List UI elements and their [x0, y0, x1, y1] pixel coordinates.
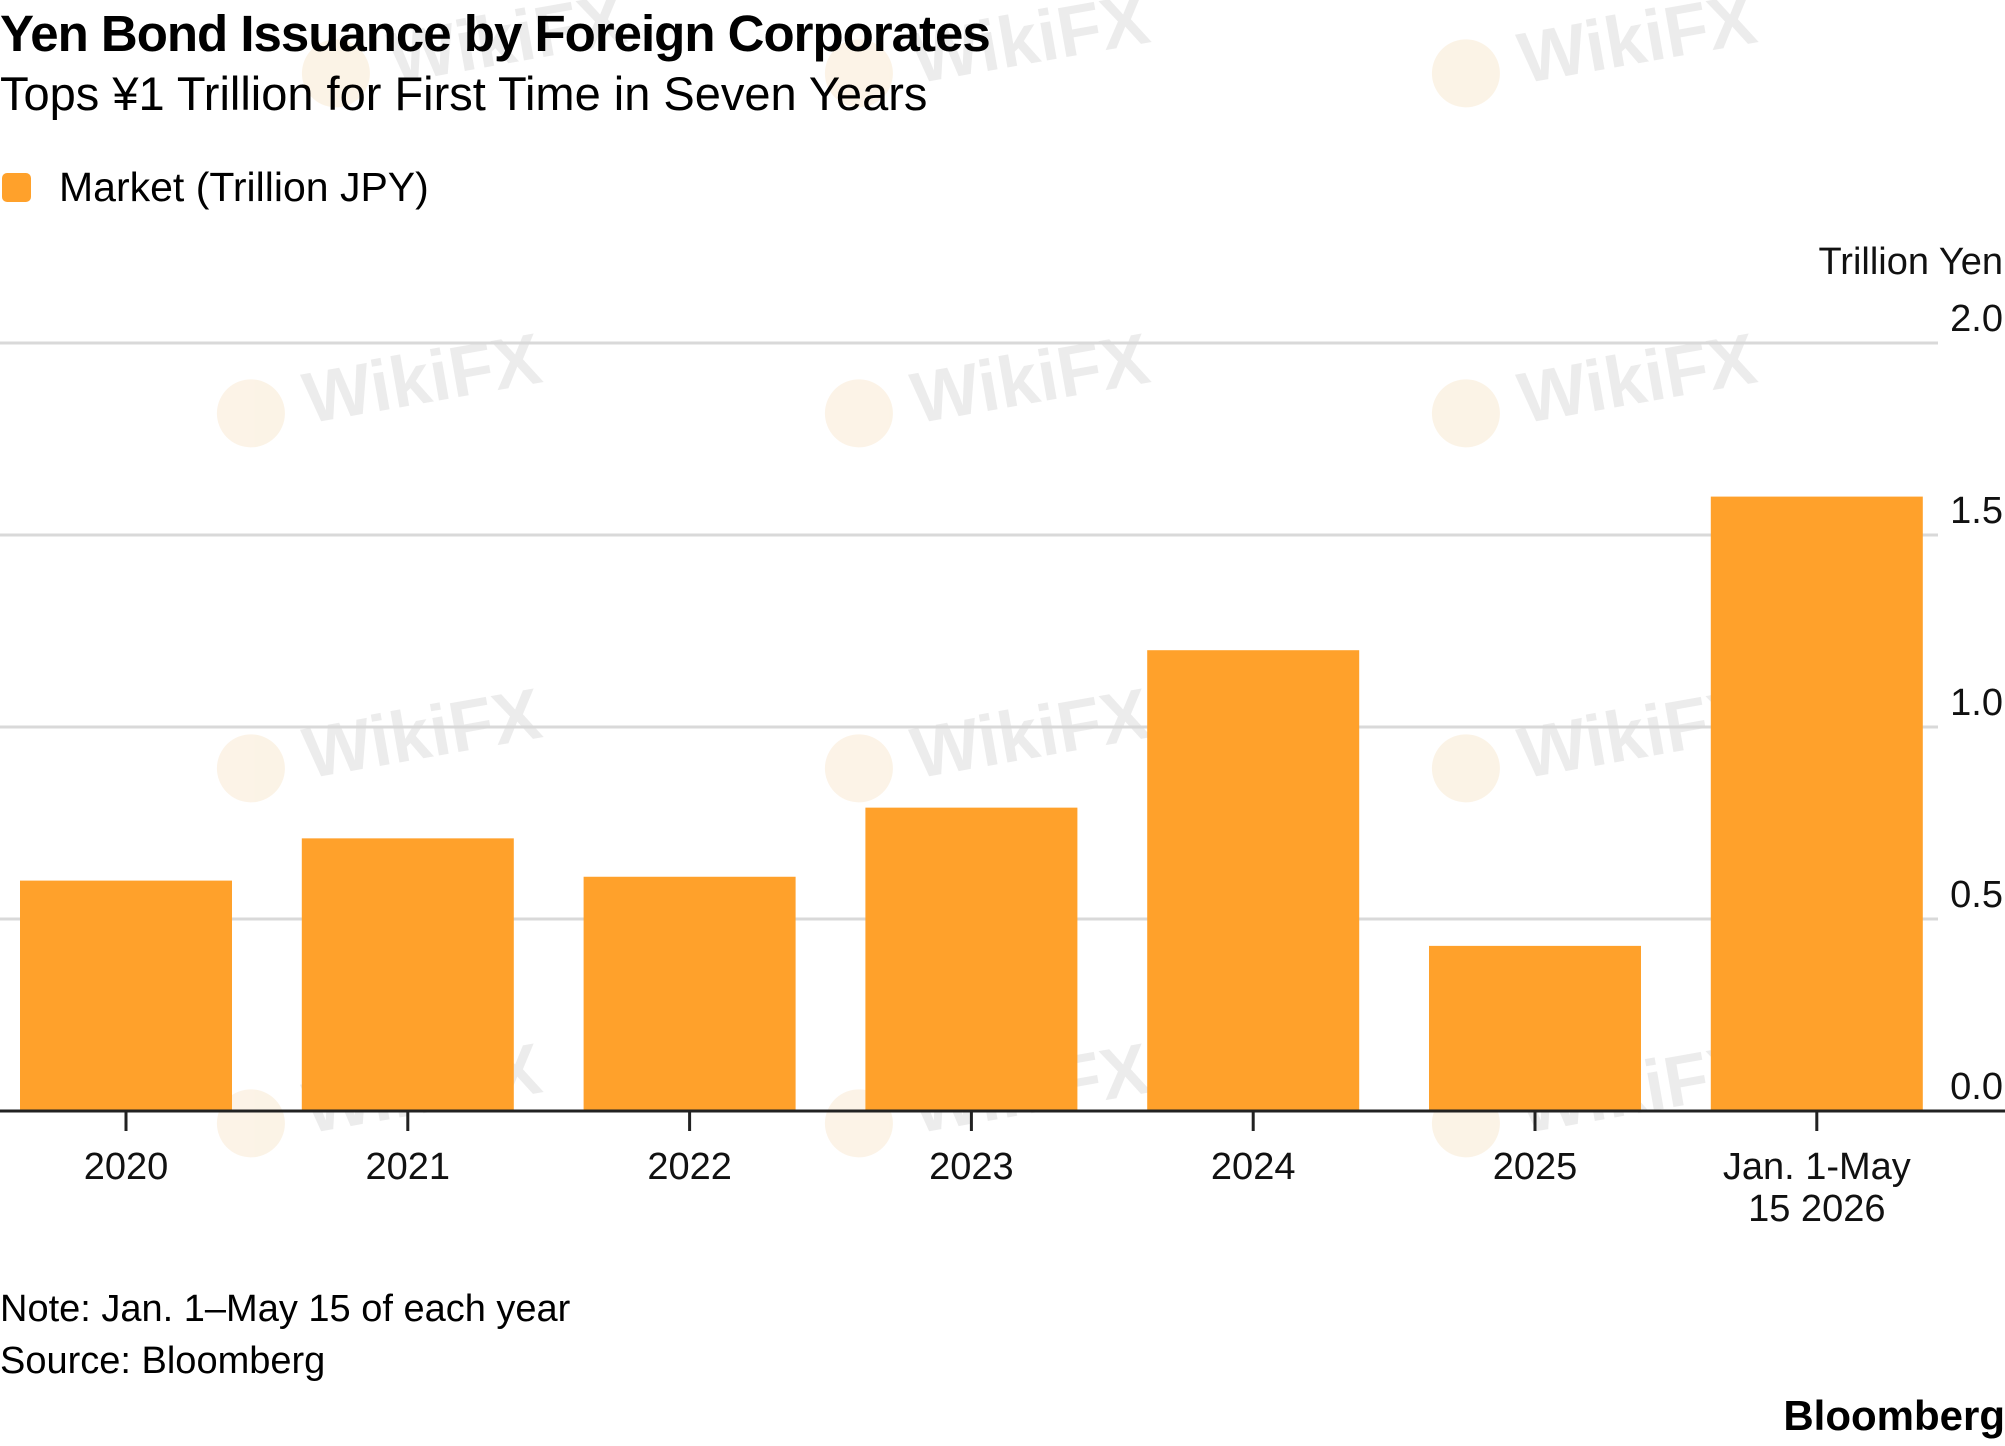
y-tick-label: 0.5 [1950, 874, 2003, 916]
x-tick-label: 2020 [84, 1146, 169, 1188]
bar [301, 838, 514, 1111]
y-axis-label: Trillion Yen [1819, 241, 2004, 283]
x-tick-label: 2021 [366, 1146, 451, 1188]
x-tick-label: Jan. 1-May 15 2026 [1723, 1146, 1911, 1230]
y-tick-label: 1.0 [1950, 682, 2003, 724]
legend: Market (Trillion JPY) [2, 164, 429, 211]
chart-title: Yen Bond Issuance by Foreign Corporates [0, 5, 991, 62]
x-tick-label-line: 2022 [647, 1146, 732, 1188]
y-tick-label: 0.0 [1950, 1066, 2003, 1108]
chart-note: Note: Jan. 1–May 15 of each year [0, 1288, 571, 1330]
x-tick-label-line: 2023 [929, 1146, 1014, 1188]
x-tick-label-line: 2021 [366, 1146, 451, 1188]
bar [1147, 650, 1360, 1111]
chart-subtitle: Tops ¥1 Trillion for First Time in Seven… [0, 67, 928, 120]
x-tick-label: 2024 [1211, 1146, 1296, 1188]
bloomberg-logo: Bloomberg [1783, 1392, 2005, 1439]
y-tick-label: 2.0 [1950, 298, 2003, 340]
bar-chart: 0.0 0.5 1.0 1.5 2.0 Trillion Yen 2020 2021 2022 2… [0, 241, 2005, 1230]
legend-label: Market (Trillion JPY) [59, 164, 429, 210]
x-tick-label-line: Jan. 1-May [1723, 1146, 1911, 1188]
legend-swatch [2, 173, 31, 202]
bar [583, 876, 796, 1111]
bar [1429, 945, 1641, 1111]
x-tick-label: 2025 [1493, 1146, 1578, 1188]
x-tick-label-line: 2020 [84, 1146, 169, 1188]
x-tick-label: 2023 [929, 1146, 1014, 1188]
bar [865, 807, 1078, 1111]
bar [20, 880, 232, 1111]
bar [1710, 496, 1923, 1112]
x-tick-label: 2022 [647, 1146, 732, 1188]
x-tick-label-line: 2025 [1493, 1146, 1578, 1188]
x-tick-label-line: 2024 [1211, 1146, 1296, 1188]
chart-source: Source: Bloomberg [0, 1340, 326, 1382]
x-tick-label-line: 15 2026 [1748, 1188, 1885, 1230]
y-tick-label: 1.5 [1950, 490, 2003, 532]
